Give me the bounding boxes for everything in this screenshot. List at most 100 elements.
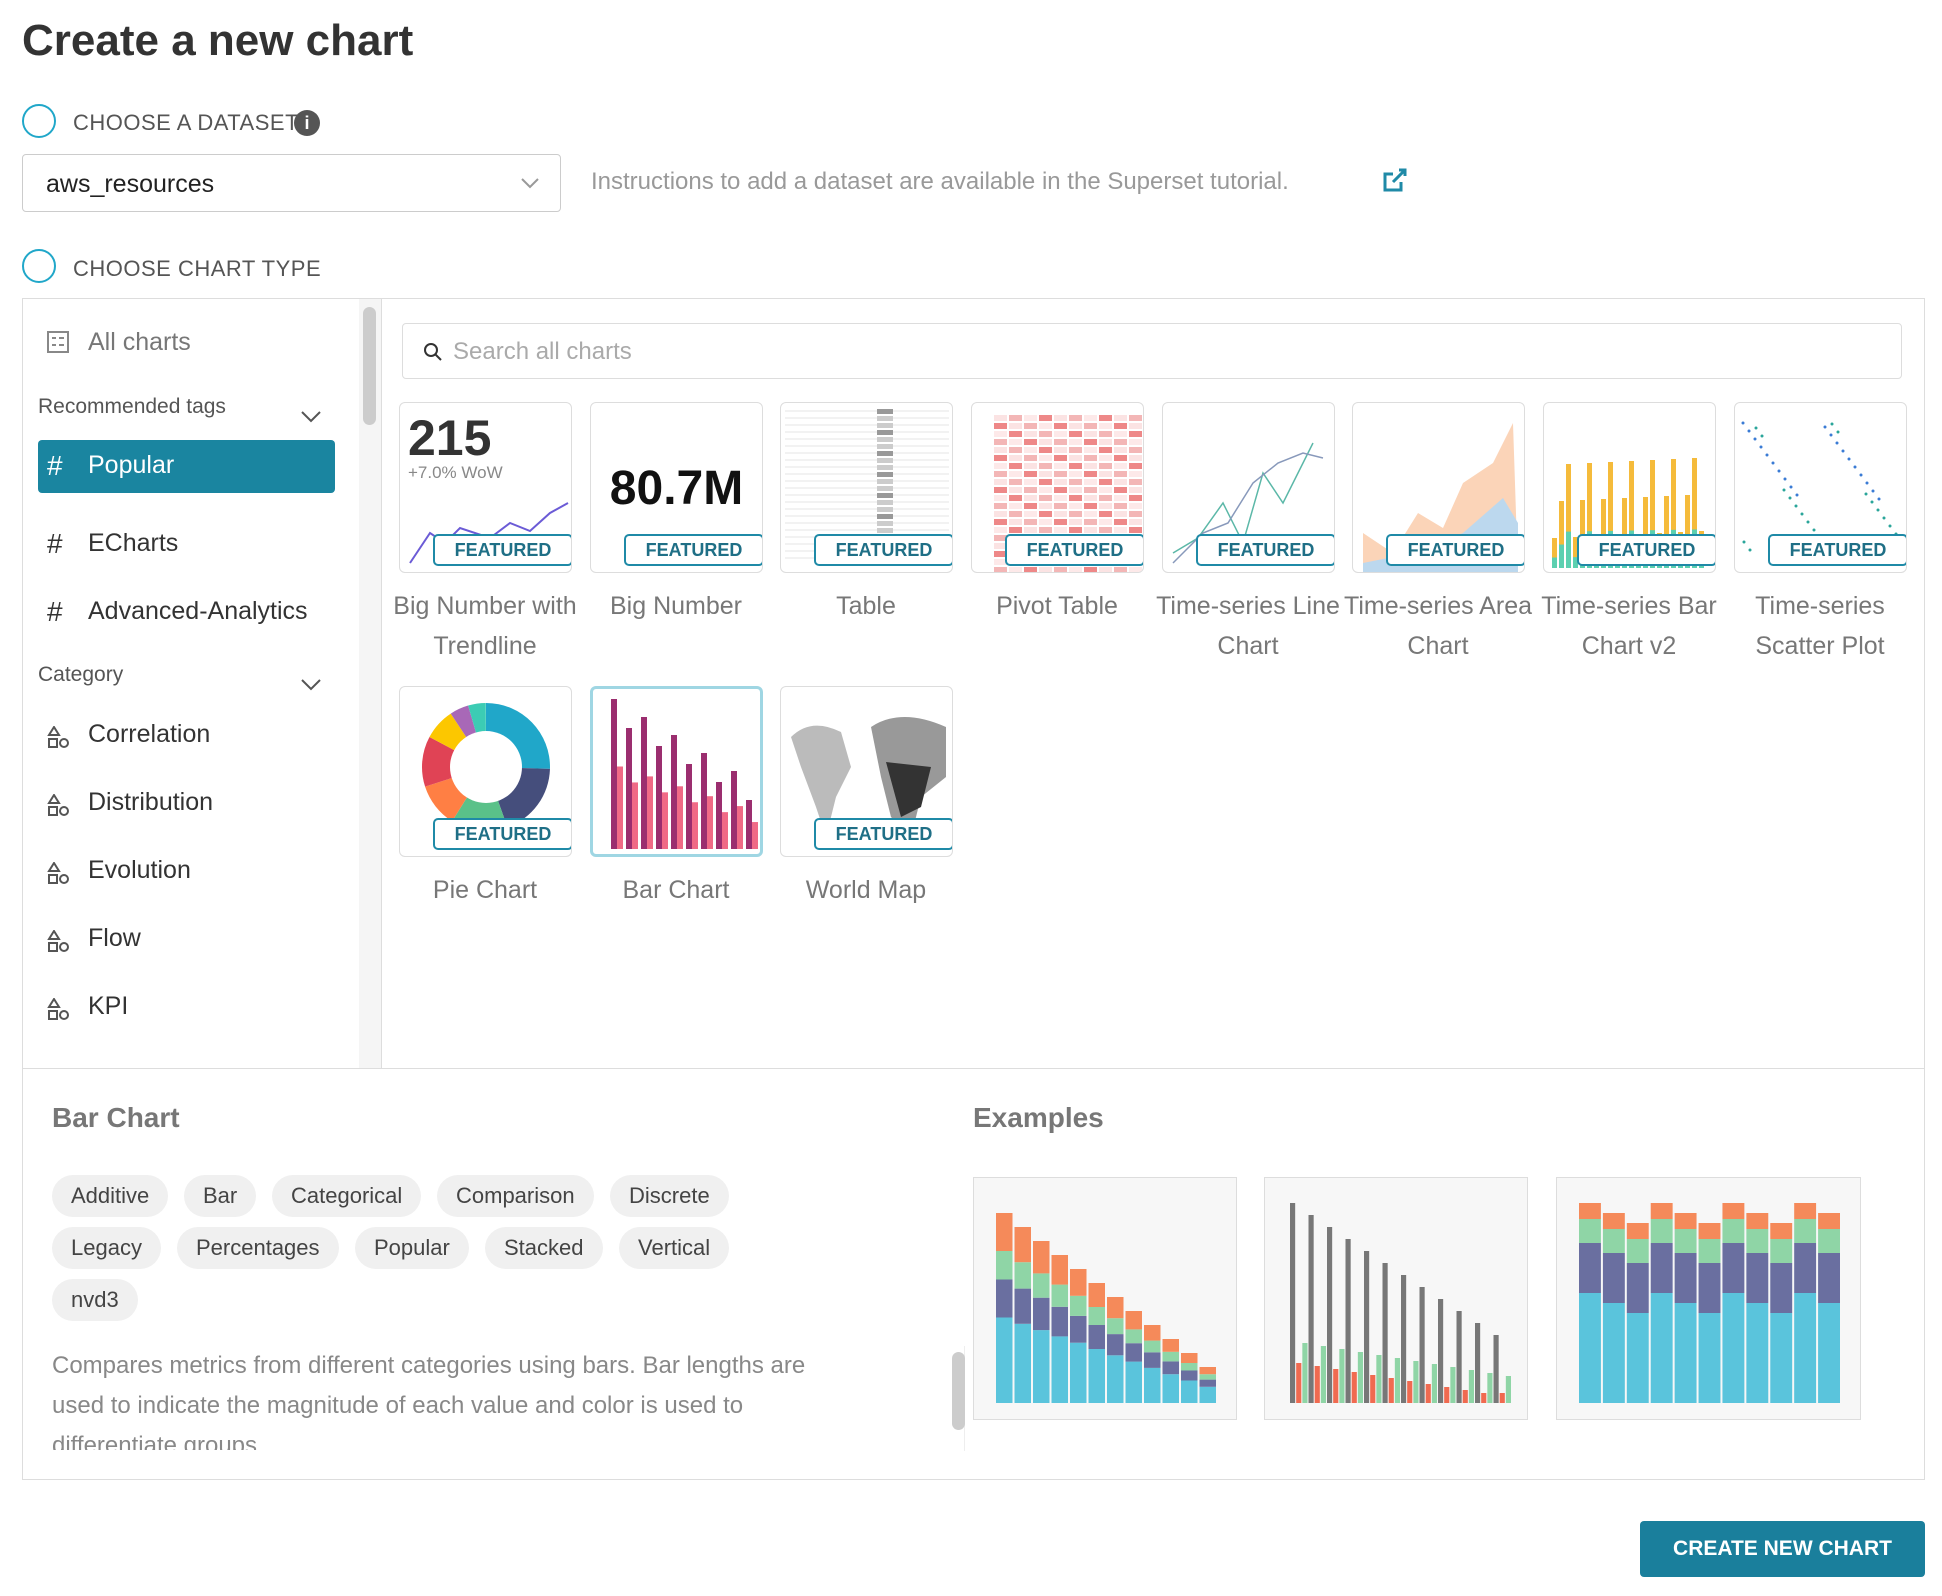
shape bbox=[1129, 447, 1142, 453]
all-charts[interactable]: All charts bbox=[88, 328, 191, 356]
chart-thumbnail[interactable]: 215 +7.0% WoW FEATURED bbox=[399, 402, 572, 573]
shape bbox=[1770, 1313, 1793, 1403]
shape bbox=[686, 764, 692, 849]
shape bbox=[1462, 1390, 1468, 1403]
shape bbox=[1114, 519, 1127, 525]
chart-thumbnail[interactable]: 80.7M FEATURED bbox=[590, 402, 763, 573]
shape bbox=[994, 471, 1007, 477]
shape bbox=[877, 423, 893, 428]
chart-thumbnail[interactable]: FEATURED bbox=[399, 686, 572, 857]
shape bbox=[1039, 431, 1052, 437]
category-icon bbox=[47, 930, 71, 952]
shape bbox=[1009, 519, 1022, 525]
category-item[interactable]: Evolution bbox=[88, 856, 191, 884]
example-image[interactable] bbox=[1264, 1177, 1528, 1420]
shape bbox=[1069, 503, 1082, 509]
info-icon[interactable]: i bbox=[294, 110, 320, 136]
chart-thumbnail[interactable]: FEATURED bbox=[1162, 402, 1335, 573]
step-label: CHOOSE A DATASET bbox=[73, 110, 300, 135]
shape bbox=[1847, 457, 1851, 461]
shape bbox=[48, 738, 58, 748]
shape bbox=[1438, 1299, 1444, 1403]
category-item[interactable]: Correlation bbox=[88, 720, 211, 748]
shape bbox=[1099, 567, 1112, 572]
shape bbox=[47, 998, 61, 1008]
scrollbar-thumb[interactable] bbox=[363, 307, 376, 425]
tag-item[interactable]: ECharts bbox=[88, 529, 179, 557]
external-link[interactable] bbox=[1381, 168, 1407, 194]
tag-item[interactable]: Advanced-Analytics bbox=[88, 597, 308, 625]
shape bbox=[1051, 1284, 1068, 1307]
shape bbox=[1054, 455, 1067, 461]
shape bbox=[1698, 1313, 1721, 1403]
shape bbox=[1054, 495, 1067, 501]
chart-thumbnail[interactable]: FEATURED bbox=[971, 402, 1144, 573]
chart-thumbnail[interactable]: FEATURED bbox=[780, 686, 953, 857]
shape bbox=[1788, 496, 1792, 500]
shape bbox=[1829, 433, 1833, 437]
chart-thumbnail[interactable] bbox=[590, 686, 763, 857]
category-item[interactable]: KPI bbox=[88, 992, 129, 1020]
shape bbox=[1413, 1361, 1419, 1403]
shape bbox=[1070, 1342, 1087, 1403]
shape bbox=[1376, 1355, 1382, 1403]
shape bbox=[1009, 439, 1022, 445]
shape bbox=[1084, 511, 1097, 517]
shape bbox=[632, 782, 638, 849]
shape bbox=[1129, 567, 1142, 572]
shape bbox=[301, 679, 321, 691]
shape bbox=[1088, 1283, 1105, 1307]
shape bbox=[1051, 1255, 1068, 1285]
shape bbox=[1114, 463, 1127, 469]
chart-thumbnail[interactable]: FEATURED bbox=[780, 402, 953, 573]
shape bbox=[1579, 1219, 1601, 1243]
shape bbox=[1698, 1239, 1721, 1263]
chart-thumbnail[interactable]: FEATURED bbox=[1543, 402, 1716, 573]
shape bbox=[1129, 527, 1142, 533]
example-image[interactable] bbox=[1556, 1177, 1861, 1420]
shape bbox=[1129, 503, 1142, 509]
detail-tag: Vertical bbox=[619, 1227, 730, 1269]
shape bbox=[1364, 1251, 1370, 1403]
shape bbox=[1039, 487, 1052, 493]
category-item[interactable]: Distribution bbox=[88, 788, 214, 816]
shape bbox=[1865, 481, 1869, 485]
selected-tag-bg[interactable] bbox=[38, 440, 335, 493]
shape bbox=[877, 486, 893, 491]
create-button[interactable]: CREATE NEW CHART bbox=[1640, 1521, 1925, 1577]
chart-thumbnail[interactable]: FEATURED bbox=[1734, 402, 1907, 573]
detail-tag: Comparison bbox=[437, 1175, 594, 1217]
example-image[interactable] bbox=[973, 1177, 1237, 1420]
shape bbox=[1069, 487, 1082, 493]
shape bbox=[1084, 495, 1097, 501]
shape bbox=[1099, 495, 1112, 501]
chart-thumbnail[interactable]: FEATURED bbox=[1352, 402, 1525, 573]
shape bbox=[1674, 1303, 1697, 1403]
shape bbox=[1722, 1203, 1745, 1219]
shape bbox=[1039, 447, 1052, 453]
shape bbox=[1054, 423, 1067, 429]
shape bbox=[1099, 479, 1112, 485]
shape bbox=[1629, 461, 1634, 568]
detail-tag: nvd3 bbox=[52, 1279, 138, 1321]
shape bbox=[1499, 1393, 1505, 1403]
dataset-select[interactable]: aws_resources bbox=[22, 154, 561, 212]
category-item[interactable]: Flow bbox=[88, 924, 141, 952]
shape bbox=[1771, 461, 1775, 465]
scrollbar-thumb[interactable] bbox=[952, 1352, 965, 1430]
step-check bbox=[22, 104, 56, 138]
shape bbox=[1181, 1370, 1198, 1381]
shape bbox=[1144, 1367, 1161, 1403]
shape bbox=[1099, 415, 1112, 421]
search-box[interactable]: Search all charts bbox=[402, 323, 1902, 379]
chart-name: Bar Chart bbox=[622, 876, 730, 904]
shape bbox=[1626, 1263, 1649, 1313]
shape bbox=[1172, 452, 1324, 564]
shape bbox=[1099, 439, 1112, 445]
shape bbox=[994, 487, 1007, 493]
shape bbox=[994, 447, 1007, 453]
tag-item[interactable]: Popular bbox=[88, 451, 175, 479]
shape bbox=[1747, 429, 1751, 433]
icon bbox=[47, 331, 69, 353]
shape bbox=[1760, 434, 1764, 438]
